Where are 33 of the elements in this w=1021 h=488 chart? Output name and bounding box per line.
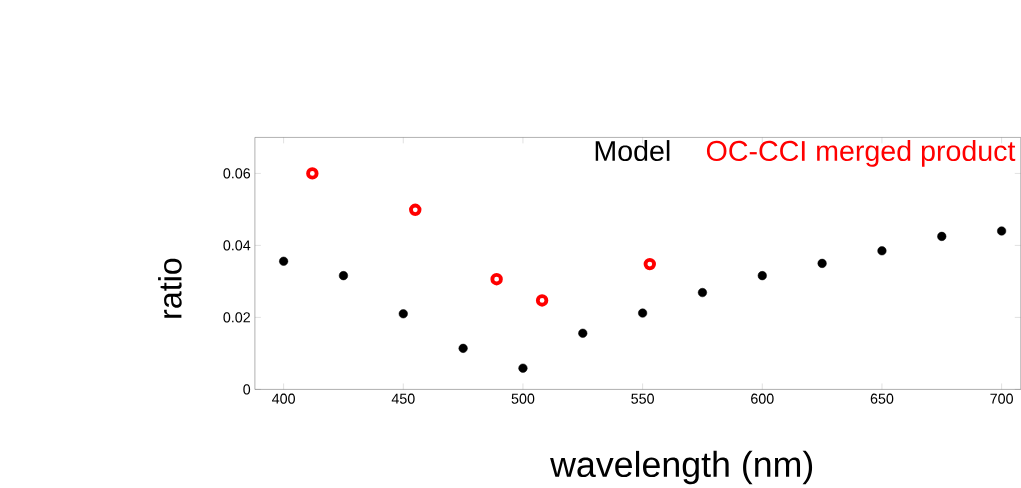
point xyxy=(997,226,1007,236)
point xyxy=(937,231,947,241)
x-tick-label: 500 xyxy=(511,393,535,404)
point xyxy=(535,294,549,307)
y-tick-label: 0.02 xyxy=(223,312,250,323)
x-tick-label: 400 xyxy=(272,393,295,404)
x-tick-label: 600 xyxy=(751,393,774,404)
point xyxy=(643,257,656,271)
y-tick-label: 0.06 xyxy=(223,168,251,179)
point xyxy=(409,203,422,216)
point xyxy=(490,272,503,286)
y-tick-label: 0.04 xyxy=(223,240,251,251)
y-tick-label: 0 xyxy=(243,384,251,395)
text: Model xyxy=(595,140,670,162)
y-axis-title: ratio xyxy=(158,258,182,318)
point xyxy=(697,287,707,298)
point xyxy=(306,167,319,180)
point xyxy=(338,271,348,281)
point xyxy=(578,328,588,338)
x-tick-label: 700 xyxy=(990,393,1013,404)
point xyxy=(518,363,528,373)
point xyxy=(877,246,887,256)
x-tick-label: 450 xyxy=(391,393,415,404)
point xyxy=(817,258,827,268)
x-tick-label: 650 xyxy=(870,393,894,404)
point xyxy=(279,256,289,266)
x-tick-label: 550 xyxy=(631,393,654,404)
text: OC-CCI merged product xyxy=(706,140,1016,167)
x-axis-title: wavelength (nm) xyxy=(550,450,813,485)
point xyxy=(757,271,767,281)
point xyxy=(638,308,648,318)
point xyxy=(398,309,408,319)
point xyxy=(458,343,468,353)
